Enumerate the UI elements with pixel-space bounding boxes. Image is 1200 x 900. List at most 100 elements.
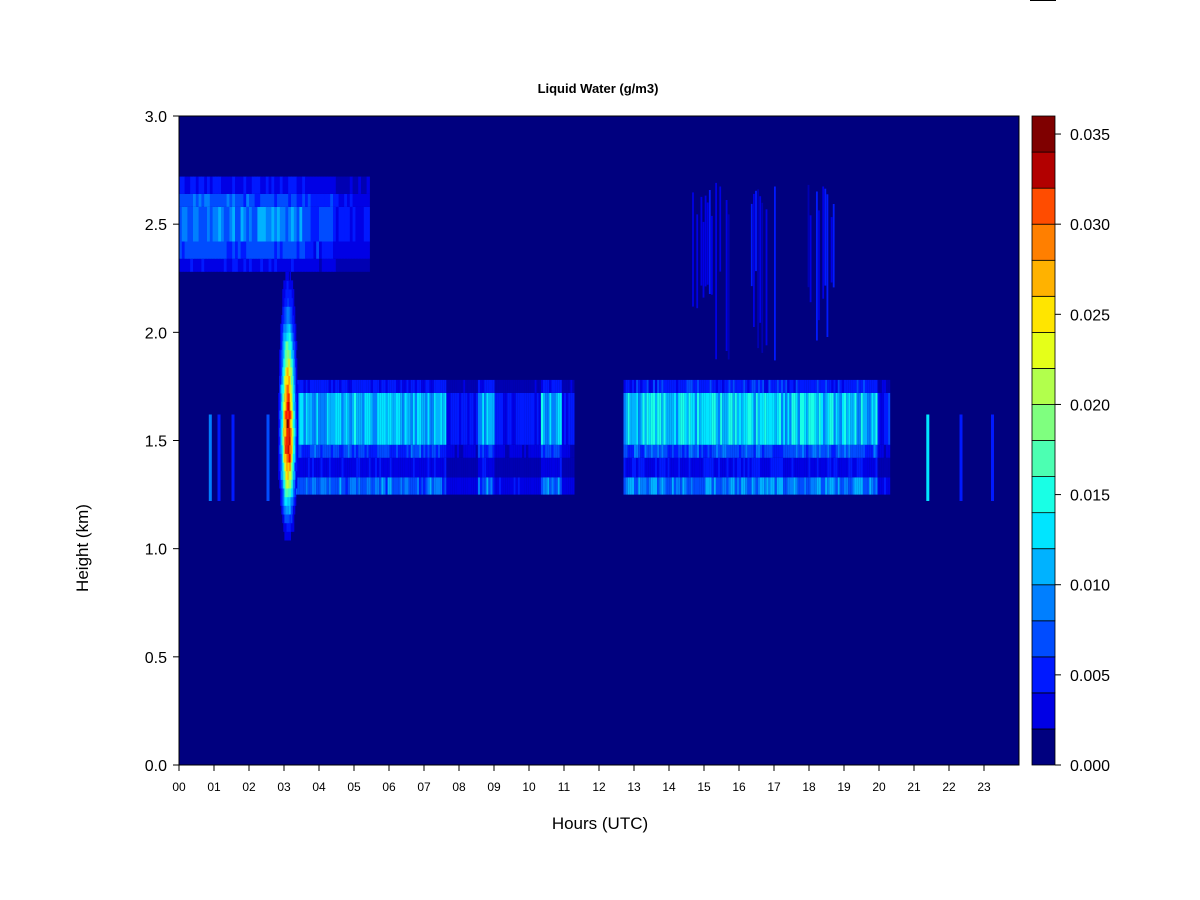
heatmap-cell — [793, 379, 796, 393]
heatmap-cell — [856, 392, 859, 445]
heatmap-cell — [692, 457, 695, 478]
heatmap-cell — [260, 241, 264, 259]
heatmap-cell — [736, 477, 739, 495]
heatmap-cell — [281, 375, 283, 385]
heatmap-cell — [307, 241, 312, 259]
heatmap-cell — [320, 477, 323, 495]
heatmap-cell — [699, 457, 702, 478]
heatmap-cell — [711, 444, 714, 458]
heatmap-cell — [358, 241, 362, 259]
heatmap-cell — [320, 379, 323, 393]
heatmap-cell — [391, 392, 394, 445]
heatmap-cell — [469, 457, 472, 478]
heatmap-cell — [361, 258, 365, 272]
colorbar-swatch — [1031, 295, 1056, 333]
heatmap-cell — [381, 444, 384, 458]
heatmap-cell — [549, 477, 552, 495]
heatmap-cell — [249, 176, 253, 194]
heatmap-cell — [684, 457, 687, 478]
heatmap-cell — [393, 379, 396, 393]
heatmap-cell — [816, 392, 819, 445]
heatmap-cell — [655, 392, 658, 445]
heatmap-cell — [519, 477, 522, 495]
colorbar-swatch — [1031, 403, 1056, 441]
heatmap-cell — [292, 418, 295, 428]
heatmap-cell — [692, 477, 695, 495]
heatmap-cell — [703, 444, 706, 458]
heatmap-cell — [524, 457, 527, 478]
heatmap-cell — [652, 379, 655, 393]
heatmap-cell — [302, 193, 306, 207]
heatmap-cell — [709, 392, 712, 445]
heatmap-cell — [642, 379, 645, 393]
heatmap-cell — [564, 444, 567, 458]
heatmap-cell — [804, 379, 807, 393]
heatmap-cell — [375, 379, 378, 393]
heatmap-cell — [699, 477, 702, 495]
heatmap-cell — [549, 444, 552, 458]
heatmap-cell — [555, 477, 558, 495]
heatmap-cell — [730, 392, 733, 445]
heatmap-cell — [757, 392, 760, 445]
heatmap-cell — [858, 477, 861, 495]
heatmap-cell — [344, 241, 348, 259]
heatmap-cell — [286, 332, 288, 342]
heatmap-cell — [644, 379, 647, 393]
heatmap-cell — [808, 457, 811, 478]
heatmap-cell — [307, 444, 310, 458]
heatmap-cell — [823, 444, 826, 458]
heatmap-cell — [278, 418, 280, 428]
heatmap-cell — [797, 392, 800, 445]
heatmap-cell — [818, 210, 820, 321]
heatmap-cell — [307, 477, 310, 495]
heatmap-cell — [291, 392, 294, 402]
heatmap-cell — [281, 392, 283, 402]
heatmap-cell — [280, 444, 282, 454]
heatmap-cell — [646, 444, 649, 458]
heatmap-cell — [302, 206, 306, 242]
heatmap-cell — [288, 375, 291, 385]
heatmap-cell — [888, 457, 891, 478]
heatmap-cell — [316, 241, 320, 259]
heatmap-cell — [799, 444, 802, 458]
heatmap-cell — [268, 206, 272, 242]
heatmap-cell — [408, 477, 411, 495]
heatmap-cell — [286, 358, 288, 368]
heatmap-cell — [545, 392, 548, 445]
heatmap-cell — [559, 457, 562, 478]
heatmap-cell — [526, 457, 529, 478]
heatmap-cell — [709, 457, 712, 478]
heatmap-cell — [294, 418, 297, 428]
heatmap-cell — [293, 366, 296, 376]
heatmap-cell — [459, 457, 462, 478]
heatmap-cell — [865, 457, 868, 478]
heatmap-cell — [282, 436, 284, 446]
heatmap-cell — [295, 479, 298, 489]
heatmap-cell — [812, 444, 815, 458]
heatmap-cell — [279, 375, 281, 385]
heatmap-cell — [279, 258, 284, 272]
heatmap-cell — [215, 241, 219, 259]
heatmap-cell — [505, 379, 508, 393]
heatmap-cell — [501, 379, 504, 393]
heatmap-cell — [372, 477, 375, 495]
heatmap-cell — [482, 379, 485, 393]
heatmap-cell — [309, 379, 312, 393]
heatmap-cell — [370, 379, 373, 393]
heatmap-cell — [774, 477, 777, 495]
heatmap-cell — [339, 477, 342, 495]
heatmap-cell — [886, 379, 889, 393]
heatmap-cell — [475, 379, 478, 393]
heatmap-cell — [307, 457, 310, 478]
heatmap-cell — [237, 241, 242, 259]
heatmap-cell — [377, 379, 380, 393]
heatmap-cell — [431, 379, 434, 393]
heatmap-cell — [181, 206, 186, 242]
heatmap-cell — [339, 444, 342, 458]
heatmap-cell — [198, 241, 202, 259]
heatmap-cell — [486, 392, 489, 445]
heatmap-cell — [289, 505, 291, 515]
heatmap-cell — [221, 206, 225, 242]
heatmap-cell — [287, 436, 289, 446]
heatmap-cell — [389, 379, 392, 393]
